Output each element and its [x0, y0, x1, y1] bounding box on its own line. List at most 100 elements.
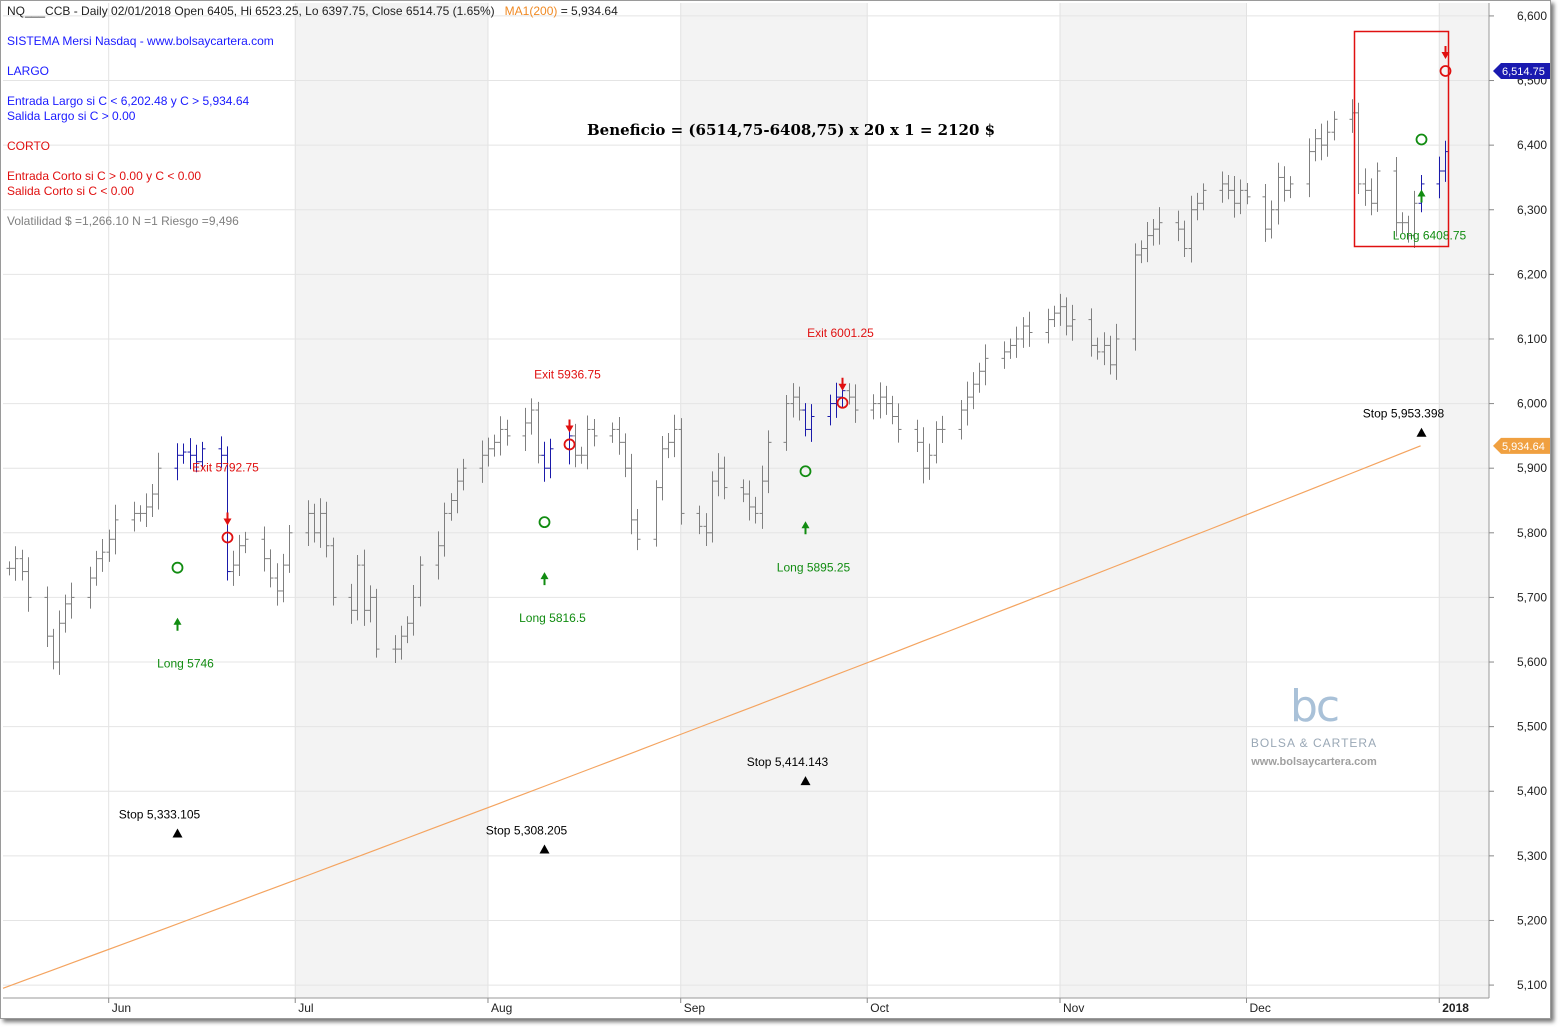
ohlc-bar	[1132, 243, 1139, 351]
ohlc-bar	[454, 468, 461, 514]
stop-label: Stop 5,308.205	[486, 824, 568, 838]
ohlc-bar	[199, 441, 206, 469]
month-band-2018	[1439, 3, 1489, 998]
ohlc-bar	[180, 443, 187, 464]
ohlc-bar	[236, 534, 243, 576]
ohlc-bar	[274, 563, 281, 606]
benefit-annotation: Beneficio = (6514,75-6408,75) x 20 x 1 =…	[587, 121, 996, 139]
ohlc-bar	[964, 381, 971, 426]
ohlc-bar	[261, 526, 268, 572]
ohlc-bar	[25, 557, 32, 612]
ohlc-bar	[1262, 184, 1269, 242]
ohlc-bar	[1411, 190, 1418, 249]
ohlc-bar	[193, 444, 200, 473]
watermark-logo: bc	[1289, 681, 1340, 732]
ohlc-bar	[155, 452, 162, 510]
ohlc-bar	[143, 493, 150, 527]
month-band-sep	[680, 3, 868, 998]
ohlc-bar	[12, 546, 19, 581]
ohlc-bar	[914, 419, 921, 453]
ohlc-bar	[398, 625, 405, 660]
ohlc-bar	[1156, 207, 1163, 245]
ohlc-bar	[491, 434, 498, 457]
month-label-sep: Sep	[684, 1001, 706, 1015]
ohlc-bar	[323, 501, 330, 558]
ohlc-bar	[1374, 162, 1381, 212]
ohlc-bar	[1225, 174, 1232, 200]
ohlc-bar	[435, 531, 442, 580]
short-section-label: CORTO	[7, 139, 50, 153]
ohlc-bar	[1101, 332, 1108, 366]
price-tick-label: 6,400	[1517, 138, 1547, 152]
ohlc-bar	[361, 549, 368, 626]
ohlc-bar	[1013, 326, 1020, 358]
ohlc-bar	[827, 394, 834, 426]
ohlc-bar	[1045, 308, 1052, 344]
ohlc-bar	[497, 416, 504, 456]
ohlc-bar	[740, 479, 747, 503]
ohlc-bar	[783, 395, 790, 451]
ohlc-bar	[628, 453, 635, 535]
exit-marker	[221, 531, 234, 544]
ohlc-bar	[373, 588, 380, 658]
stop-label: Stop 5,414.143	[747, 755, 829, 769]
ohlc-bar	[137, 505, 144, 522]
entry-arrow	[801, 521, 810, 535]
ohlc-bar	[50, 628, 57, 670]
ohlc-bar	[1362, 168, 1369, 206]
ohlc-bar	[591, 418, 598, 447]
ohlc-bar	[1181, 220, 1188, 258]
ohlc-bar	[311, 503, 318, 543]
ohlc-bar	[609, 422, 616, 443]
price-tick-label: 6,300	[1517, 203, 1547, 217]
ohlc-bar	[790, 383, 797, 418]
last-price-tag	[1493, 63, 1550, 80]
price-tick-label: 5,600	[1517, 655, 1547, 669]
ohlc-bar	[528, 398, 535, 435]
ohlc-bar	[1405, 215, 1412, 243]
ohlc-bar	[802, 403, 809, 437]
ohlc-bar	[746, 480, 753, 521]
price-tick-label: 5,500	[1517, 720, 1547, 734]
long-section-label: LARGO	[7, 64, 50, 78]
last-trade-highlight	[1353, 30, 1450, 248]
ohlc-bar	[112, 504, 119, 555]
stop-marker	[539, 844, 550, 854]
price-tick-label: 5,200	[1517, 913, 1547, 927]
ohlc-bar	[709, 471, 716, 543]
ma-value-tag-label: 5,934.64	[1502, 441, 1545, 453]
ohlc-bar	[1237, 179, 1244, 215]
month-label-2018: 2018	[1442, 1001, 1469, 1015]
ohlc-bar	[392, 635, 399, 664]
exit-arrow	[565, 419, 574, 433]
last-price-tag-label: 6,514.75	[1502, 66, 1545, 78]
ohlc-bar	[752, 496, 759, 524]
ohlc-bar	[920, 427, 927, 484]
ohlc-bar	[460, 458, 467, 491]
ohlc-bar	[62, 594, 69, 633]
ohlc-bar	[44, 586, 51, 648]
ohlc-bar	[1368, 178, 1375, 216]
ohlc-bar	[870, 394, 877, 420]
price-tick-label: 6,100	[1517, 332, 1547, 346]
ohlc-bar	[1188, 195, 1195, 263]
ma-label: MA1(200)	[504, 4, 558, 18]
ohlc-bar	[87, 566, 94, 609]
ohlc-bar	[883, 385, 890, 415]
ohlc-bar	[1287, 176, 1294, 199]
watermark: bc BOLSA & CARTERA www.bolsaycartera.com	[1229, 681, 1399, 769]
ohlc-bar	[1001, 341, 1008, 369]
ohlc-bar	[1312, 128, 1319, 162]
ohlc-bar	[1069, 304, 1076, 341]
entry-arrow	[540, 572, 549, 586]
risk-stats: Volatilidad $ =1,266.10 N =1 Riesgo =9,4…	[7, 214, 239, 228]
price-tick-label: 5,100	[1517, 978, 1547, 992]
ohlc-bar	[131, 501, 138, 532]
ohlc-bar	[485, 437, 492, 467]
ohlc-bar	[696, 505, 703, 535]
stop-marker	[1416, 427, 1427, 437]
ohlc-bar	[106, 529, 113, 562]
ohlc-bar	[6, 561, 13, 576]
